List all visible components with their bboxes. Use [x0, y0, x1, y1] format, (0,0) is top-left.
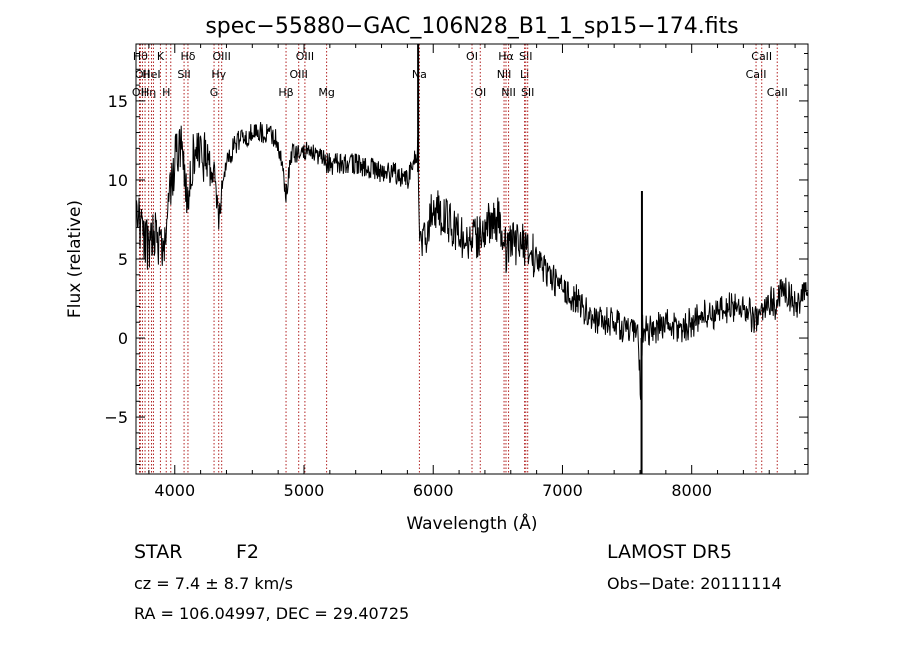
line-marker-label: NII	[497, 68, 512, 81]
y-tick-label: 10	[108, 171, 128, 190]
line-marker-label: G	[210, 86, 219, 99]
line-marker-label: Hα	[498, 50, 514, 63]
line-marker-label: Hθ	[133, 50, 148, 63]
line-marker-label: CaII	[751, 50, 772, 63]
line-marker-label: Li	[520, 68, 529, 81]
y-tick-label: 15	[108, 92, 128, 111]
line-marker-label: Hδ	[180, 50, 195, 63]
line-marker-label: Hβ	[278, 86, 293, 99]
line-marker-label: OI	[466, 50, 478, 63]
y-tick-label: 5	[118, 250, 128, 269]
y-tick-label: −5	[104, 408, 128, 427]
line-marker-label: SII	[521, 86, 534, 99]
line-marker-label: CaII	[767, 86, 788, 99]
line-marker-label: OI	[474, 86, 486, 99]
line-marker-label: Mg	[318, 86, 334, 99]
redshift-velocity: cz = 7.4 ± 8.7 km/s	[134, 574, 293, 593]
spectrum-series	[135, 44, 809, 474]
object-class: STAR	[134, 541, 183, 563]
x-tick-label: 5000	[284, 481, 325, 500]
line-marker-label: Hγ	[211, 68, 226, 81]
line-marker-label: SII	[519, 50, 532, 63]
line-marker-label: OIII	[290, 68, 308, 81]
line-marker-label: CaII	[746, 68, 767, 81]
chart-title: spec−55880−GAC_106N28_B1_1_sp15−174.fits	[205, 14, 738, 39]
spectrum-line	[135, 121, 809, 400]
sky-coordinates: RA = 106.04997, DEC = 29.40725	[134, 604, 410, 623]
line-marker-label: NII	[501, 86, 516, 99]
line-marker-label: OII	[135, 68, 150, 81]
y-axis-label: Flux (relative)	[65, 200, 85, 318]
line-marker-label: SII	[177, 68, 190, 81]
line-marker-label: OIII	[296, 50, 314, 63]
x-tick-label: 6000	[413, 481, 454, 500]
spectral-line-markers: OIIHθOIIHηHeIKHSIIHδGHγOIIIHβOIIIOIIIMgN…	[132, 44, 788, 474]
y-tick-label: 0	[118, 329, 128, 348]
line-marker-label: H	[162, 86, 170, 99]
line-marker-label: Hη	[141, 86, 156, 99]
object-subclass: F2	[236, 541, 260, 563]
tick-labels: 4000 5000 6000 7000 8000 −5 0 5 10 15	[104, 92, 712, 500]
observation-date: Obs−Date: 20111114	[607, 574, 782, 593]
line-marker-label: OIII	[212, 50, 230, 63]
x-axis-label: Wavelength (Å)	[406, 512, 537, 534]
line-marker-label: K	[157, 50, 165, 63]
survey-name: LAMOST DR5	[607, 541, 732, 563]
x-tick-label: 4000	[154, 481, 195, 500]
x-tick-label: 7000	[542, 481, 583, 500]
line-marker-label: Na	[412, 68, 427, 81]
line-marker-label: HeI	[142, 68, 160, 81]
x-tick-label: 8000	[671, 481, 712, 500]
axes	[135, 43, 809, 475]
